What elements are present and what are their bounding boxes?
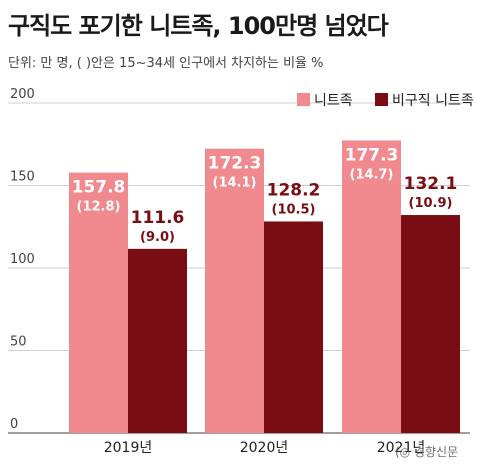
y-tick-label: 50 xyxy=(10,335,27,350)
bar-nonregular-neet xyxy=(264,221,323,433)
legend-label: 비구직 니트족 xyxy=(392,93,474,109)
data-label: 177.3 xyxy=(345,145,399,165)
bar-nonregular-neet xyxy=(401,215,460,433)
x-tick-label: 2020년 xyxy=(240,440,289,456)
chart-title: 구직도 포기한 니트족, 100만명 넘었다 xyxy=(8,12,389,40)
bar-neet xyxy=(205,148,264,433)
data-label: 111.6 xyxy=(131,208,185,228)
share-label: (10.5) xyxy=(272,202,316,217)
legend-swatch xyxy=(375,93,388,106)
x-tick-label: 2021년 xyxy=(377,440,426,456)
chart-subtitle: 단위: 만 명, ( )안은 15~34세 인구에서 차지하는 비율 % xyxy=(8,56,324,71)
bar-neet xyxy=(69,172,128,433)
share-label: (12.8) xyxy=(77,200,121,215)
data-label: 172.3 xyxy=(208,154,262,174)
data-label: 128.2 xyxy=(267,180,321,200)
data-label: 157.8 xyxy=(72,178,126,198)
bar-nonregular-neet xyxy=(128,248,187,433)
y-tick-label: 100 xyxy=(10,252,35,267)
y-tick-label: 150 xyxy=(10,170,35,185)
y-tick-label: 0 xyxy=(10,417,18,432)
legend-label: 니트족 xyxy=(314,93,353,109)
y-tick-label: 200 xyxy=(10,87,35,102)
share-label: (9.0) xyxy=(140,230,175,245)
share-label: (14.1) xyxy=(213,176,257,191)
data-label: 132.1 xyxy=(404,174,458,194)
bar-neet xyxy=(342,140,401,433)
legend-swatch xyxy=(297,93,310,106)
watermark: (◎ 경향신문 xyxy=(395,445,458,459)
x-tick-label: 2019년 xyxy=(104,440,153,456)
share-label: (10.9) xyxy=(409,196,453,211)
share-label: (14.7) xyxy=(350,167,394,182)
